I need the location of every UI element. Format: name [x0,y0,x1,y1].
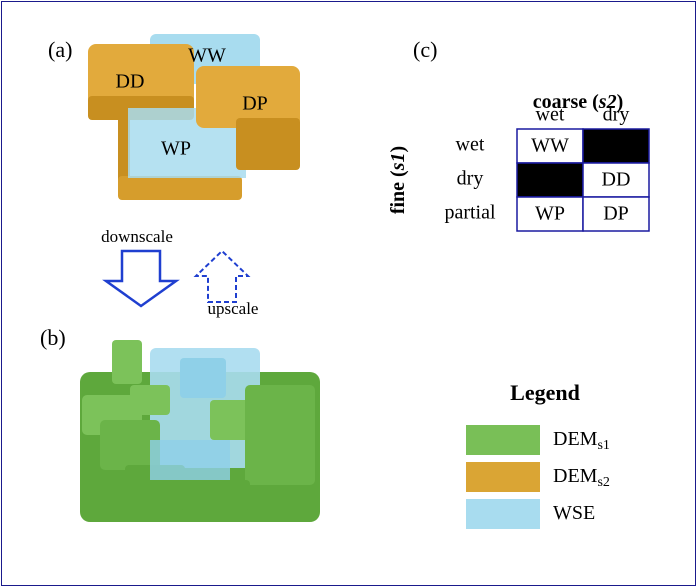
wall-wp-left [118,112,130,196]
table-cell [516,196,584,232]
water-low [150,440,230,480]
block-label: DP [242,93,268,115]
downscale-arrow [102,249,180,308]
arrow-label: downscale [101,227,173,246]
block [245,385,315,485]
cell-text: WW [531,135,569,157]
table-cell [516,162,584,198]
wall-wp-bottom [118,176,242,200]
legend-label: DEMs1 [553,428,610,454]
column-header: dry [603,104,630,126]
block-label: WP [161,138,191,160]
cell-text: DD [602,169,631,191]
water-step [180,358,226,398]
upscale-arrow [193,249,251,303]
legend-text: DEM [553,428,598,450]
block [130,385,170,415]
block-dp-front [236,118,300,170]
title-part: ) [617,91,624,113]
table-cell [582,128,650,164]
block [112,340,142,384]
row-header: partial [444,202,496,224]
title-part: ) [387,146,409,153]
legend-label: DEMs2 [553,465,610,491]
block [100,420,160,470]
row-header: wet [456,134,485,156]
block-label: DD [116,71,145,93]
block [180,480,250,510]
legend-swatch [466,425,540,455]
panel-label: (a) [48,37,72,62]
block-dd-top [88,44,194,106]
title-part: coarse ( [533,91,599,113]
panel-label: (b) [40,325,66,350]
legend-sub: s1 [597,438,609,453]
arrow-label: upscale [208,299,259,318]
column-header: wet [536,104,565,126]
title-part: s1 [387,152,409,171]
block-label: WW [188,45,226,67]
legend-text: DEM [553,465,598,487]
legend-label: WSE [553,502,595,524]
table-cell [516,128,584,164]
block-dp-top [196,66,300,128]
cell-text: DP [603,203,629,225]
title-part: s2 [598,91,617,113]
column-title: coarse (s2) [533,91,624,113]
legend-swatch [466,462,540,492]
fine-blocks [80,340,320,522]
legend-swatch [466,499,540,529]
coarse-blocks [88,34,300,200]
legend-sub: s2 [597,475,609,490]
row-header: dry [457,168,484,190]
legend-text: WSE [553,502,595,524]
cell-text: WP [535,203,565,225]
table-cell [582,196,650,232]
panel-label: (c) [413,37,437,62]
title-part: fine ( [387,170,409,214]
row-title: fine (s1) [387,146,409,214]
table-cell [582,162,650,198]
legend-title: Legend [510,380,580,405]
